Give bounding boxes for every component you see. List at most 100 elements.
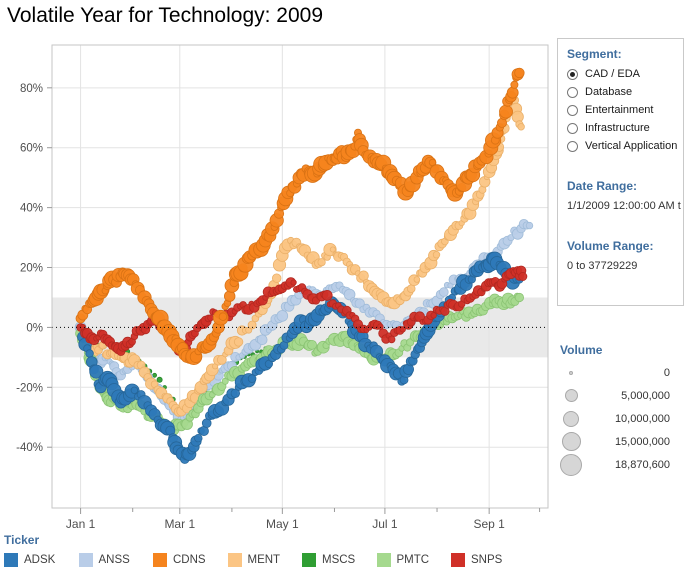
volume-range-header: Volume Range: xyxy=(567,239,654,253)
data-point-ANSS[interactable] xyxy=(525,221,534,230)
data-point-MENT[interactable] xyxy=(317,258,326,267)
ticker-legend-item-cdns[interactable]: CDNS xyxy=(153,553,228,567)
data-point-ADSK[interactable] xyxy=(89,364,104,379)
size-circle-icon xyxy=(561,432,581,451)
date-range-value: 1/1/2009 12:00:00 AM t xyxy=(567,200,681,212)
data-point-ADSK[interactable] xyxy=(85,349,94,358)
data-point-ADSK[interactable] xyxy=(247,374,257,383)
color-swatch-icon xyxy=(451,553,465,567)
volume-legend-row: 15,000,000 xyxy=(556,430,670,453)
size-circle-icon xyxy=(564,389,578,402)
volume-legend-label: 18,870,600 xyxy=(614,458,670,471)
data-point-MENT[interactable] xyxy=(272,273,282,283)
data-point-SNPS[interactable] xyxy=(430,312,437,319)
volume-legend-label: 5,000,000 xyxy=(621,389,670,402)
ticker-legend-item-pmtc[interactable]: PMTC xyxy=(376,553,452,567)
size-circle-icon xyxy=(563,410,579,427)
data-point-SNPS[interactable] xyxy=(387,335,396,344)
segment-option-infrastructure[interactable]: Infrastructure xyxy=(567,122,679,134)
ticker-label: SNPS xyxy=(471,554,503,566)
data-point-MENT[interactable] xyxy=(329,246,336,253)
color-swatch-icon xyxy=(153,553,167,567)
x-tick-label: Jan 1 xyxy=(66,517,96,531)
data-point-MENT[interactable] xyxy=(216,354,227,365)
volume-legend-row: 0 xyxy=(556,361,670,384)
data-point-MENT[interactable] xyxy=(517,123,525,131)
x-tick-label: Mar 1 xyxy=(164,517,195,531)
volume-size-legend: Volume 0 5,000,000 10,000,000 15,000,000 18,… xyxy=(556,343,670,476)
color-swatch-icon xyxy=(4,553,18,567)
ticker-legend-item-snps[interactable]: SNPS xyxy=(451,553,526,567)
data-point-ANSS[interactable] xyxy=(343,288,356,301)
data-point-MENT[interactable] xyxy=(247,320,257,330)
data-point-CDNS[interactable] xyxy=(510,80,519,89)
marks-layer xyxy=(74,67,534,464)
segment-option-cad-eda[interactable]: CAD / EDA xyxy=(567,68,679,80)
color-swatch-icon xyxy=(227,553,242,567)
ticker-legend-item-anss[interactable]: ANSS xyxy=(78,553,154,567)
y-tick-label: -40% xyxy=(16,442,43,454)
y-tick-label: 80% xyxy=(20,83,43,95)
segment-option-label: Entertainment xyxy=(585,104,654,116)
data-point-ADSK[interactable] xyxy=(130,386,139,394)
data-point-SNPS[interactable] xyxy=(207,314,215,322)
data-point-MENT[interactable] xyxy=(233,337,244,347)
data-point-CDNS[interactable] xyxy=(499,104,513,119)
ticker-legend-item-mscs[interactable]: MSCS xyxy=(302,553,377,567)
volume-range-value: 0 to 37729229 xyxy=(567,260,638,272)
data-point-MENT[interactable] xyxy=(432,250,441,259)
segment-option-label: Infrastructure xyxy=(585,122,650,134)
data-point-ANSS[interactable] xyxy=(276,310,289,322)
ticker-legend-item-ment[interactable]: MENT xyxy=(227,553,303,567)
data-point-ADSK[interactable] xyxy=(194,434,203,443)
radio-icon[interactable] xyxy=(567,104,578,116)
data-point-ANSS[interactable] xyxy=(438,287,449,297)
x-tick-label: May 1 xyxy=(266,517,299,531)
data-point-SNPS[interactable] xyxy=(290,279,297,286)
volume-legend-row: 5,000,000 xyxy=(556,384,670,407)
volume-legend-label: 15,000,000 xyxy=(614,435,670,448)
data-point-MSCS[interactable] xyxy=(156,376,163,383)
size-circle-icon xyxy=(569,370,573,375)
segment-option-label: Database xyxy=(585,86,633,98)
radio-icon[interactable] xyxy=(567,140,578,152)
segment-option-label: CAD / EDA xyxy=(585,68,641,80)
ticker-label: CDNS xyxy=(173,554,206,566)
series-MENT xyxy=(76,87,525,417)
data-point-CDNS[interactable] xyxy=(218,312,228,321)
x-tick-label: Jul 1 xyxy=(372,517,398,531)
ticker-color-legend: Ticker ADSK ANSS CDNS MENT MSCS PMTC SNPS xyxy=(4,533,564,567)
radio-icon[interactable] xyxy=(567,122,578,134)
data-point-PMTC[interactable] xyxy=(307,339,317,350)
data-point-SNPS[interactable] xyxy=(518,271,528,281)
data-point-CDNS[interactable] xyxy=(506,86,519,99)
data-point-MENT[interactable] xyxy=(413,276,421,283)
plot-border xyxy=(51,44,549,509)
data-point-CDNS[interactable] xyxy=(514,67,525,79)
color-swatch-icon xyxy=(302,553,316,567)
data-point-MSCS[interactable] xyxy=(152,372,158,378)
data-point-SNPS[interactable] xyxy=(321,289,333,301)
data-point-PMTC[interactable] xyxy=(514,292,525,303)
series-CDNS xyxy=(75,67,525,366)
ticker-label: MENT xyxy=(247,554,281,566)
y-tick-label: 20% xyxy=(20,263,43,275)
color-swatch-icon xyxy=(376,553,391,567)
segment-radio-group: CAD / EDA Database Entertainment Infrastruc… xyxy=(567,68,679,152)
segment-option-entertainment[interactable]: Entertainment xyxy=(567,104,679,116)
scatter-plot[interactable]: -40% -20% 0% 20% 40% 60% 80% Jan 1 Mar 1 May 1 Jul… xyxy=(0,0,560,533)
date-range-header: Date Range: xyxy=(567,179,638,193)
segment-option-label: Vertical Application xyxy=(585,140,678,152)
segment-option-database[interactable]: Database xyxy=(567,86,679,98)
data-point-SNPS[interactable] xyxy=(377,323,384,330)
ticker-legend-item-adsk[interactable]: ADSK xyxy=(4,553,79,567)
data-point-ADSK[interactable] xyxy=(230,388,241,399)
data-point-SNPS[interactable] xyxy=(399,326,406,333)
volume-legend-label: 0 xyxy=(663,366,670,379)
y-tick-label: 60% xyxy=(20,143,43,155)
ticker-label: ADSK xyxy=(24,554,56,566)
data-point-ANSS[interactable] xyxy=(256,334,268,346)
segment-option-vertical-application[interactable]: Vertical Application xyxy=(567,140,679,152)
radio-selected-icon[interactable] xyxy=(567,68,578,80)
radio-icon[interactable] xyxy=(567,86,578,98)
